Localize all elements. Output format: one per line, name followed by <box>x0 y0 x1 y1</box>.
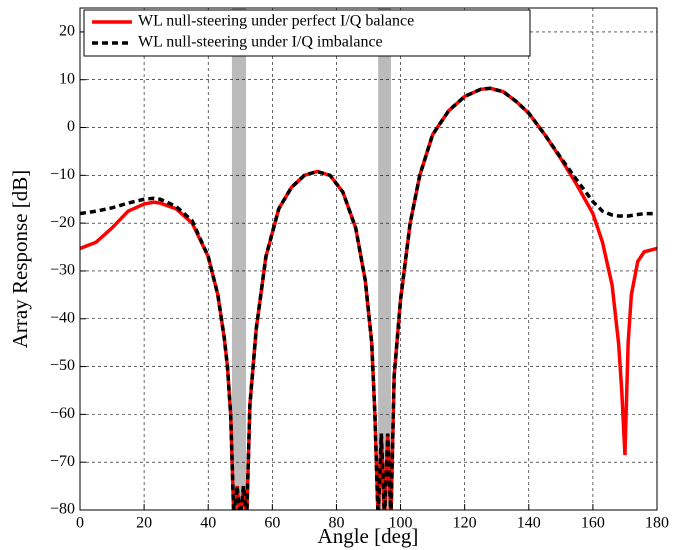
legend-label: WL null-steering under perfect I/Q balan… <box>138 13 414 30</box>
legend: WL null-steering under perfect I/Q balan… <box>83 9 531 57</box>
y-tick-label: −50 <box>50 357 75 374</box>
x-tick-label: 140 <box>517 515 541 532</box>
y-tick-label: −20 <box>50 214 75 231</box>
y-tick-label: −40 <box>50 309 75 326</box>
x-tick-label: 100 <box>389 515 413 532</box>
y-tick-label: 20 <box>59 23 75 40</box>
x-tick-label: 120 <box>453 515 477 532</box>
y-tick-label: −70 <box>50 453 75 470</box>
x-tick-label: 60 <box>264 515 280 532</box>
x-tick-label: 20 <box>136 515 152 532</box>
x-axis-label: Angle [deg] <box>318 524 419 548</box>
x-tick-label: 40 <box>200 515 216 532</box>
x-tick-label: 160 <box>581 515 605 532</box>
x-tick-label: 80 <box>328 515 344 532</box>
shaded-region <box>231 8 247 510</box>
x-tick-label: 0 <box>76 515 84 532</box>
y-tick-label: −60 <box>50 405 75 422</box>
plot: 0 20 40 60 80 100 120 140 160 180−80−70−60−50−40−… <box>50 7 669 532</box>
y-tick-label: 10 <box>59 70 75 87</box>
series-line <box>80 86 657 510</box>
y-tick-label: −10 <box>50 166 75 183</box>
y-tick-label: −30 <box>50 262 75 279</box>
shaded-region <box>378 8 391 510</box>
plot-frame <box>79 7 658 511</box>
series-line <box>80 86 657 510</box>
y-tick-label: −80 <box>50 501 75 518</box>
x-tick-label: 180 <box>645 515 669 532</box>
y-axis-label: Array Response [dB] <box>8 170 32 348</box>
y-tick-label: 0 <box>67 118 75 135</box>
legend-label: WL null-steering under I/Q imbalance <box>138 34 383 51</box>
legend-box <box>83 9 531 57</box>
